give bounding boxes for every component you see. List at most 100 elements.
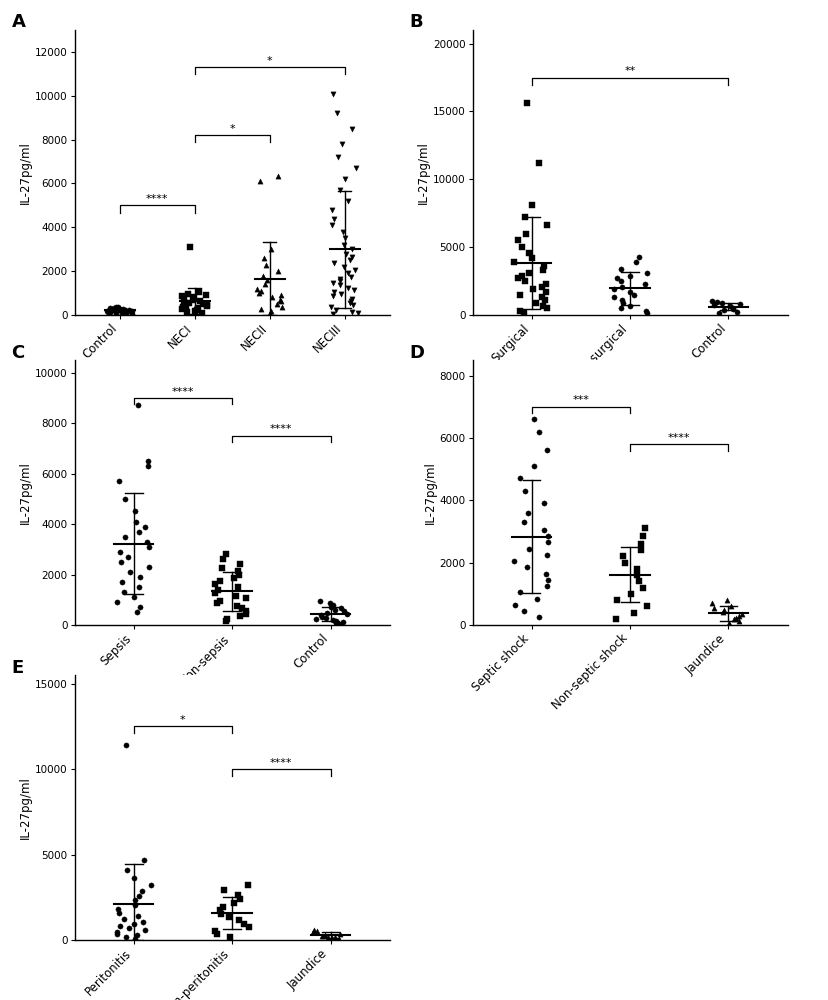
Point [135,883,148,899]
Point [329,613,342,629]
Point [511,270,524,286]
Point [113,301,127,317]
Point [306,924,320,940]
Point [104,304,117,320]
Point [537,522,550,538]
Point [133,569,147,585]
Point [335,224,349,240]
Point [329,615,342,631]
Point [200,298,213,314]
Point [345,291,359,307]
Point [529,295,542,311]
Point [532,609,546,625]
Point [327,284,340,300]
Point [538,284,551,300]
Point [119,305,132,321]
Point [137,852,151,868]
Point [637,276,650,292]
Point [213,573,226,589]
Point [537,495,550,511]
Text: **: ** [623,66,635,76]
Point [610,270,623,286]
Point [122,920,135,936]
Point [142,559,156,575]
Point [275,293,288,309]
Point [110,924,123,940]
Point [623,284,636,300]
Point [343,295,356,311]
Point [726,611,739,627]
Point [728,610,741,626]
Point [186,292,200,308]
Point [193,293,206,309]
Point [110,594,123,610]
Point [325,202,338,218]
Point [310,923,323,939]
Point [252,285,265,301]
Point [100,303,113,319]
Point [325,217,338,233]
Point [518,209,532,225]
Point [144,877,157,893]
Y-axis label: IL-27pg/ml: IL-27pg/ml [416,141,430,204]
Text: ****: **** [146,194,168,204]
Point [181,286,195,302]
Point [230,598,243,614]
Point [227,895,240,911]
Point [710,294,723,310]
Point [113,544,127,560]
Point [130,927,143,943]
Point [208,576,221,592]
Point [526,281,539,297]
Point [334,286,347,302]
Point [520,505,533,521]
Point [341,280,354,296]
Point [118,529,132,545]
Point [180,304,193,320]
Point [529,590,542,606]
Point [632,249,645,265]
Point [223,929,236,945]
Point [331,149,344,165]
Point [239,606,253,622]
Point [325,299,338,315]
Text: ****: **** [171,387,194,397]
Point [348,282,361,298]
Point [338,171,351,187]
Point [636,528,649,544]
Point [190,302,204,318]
Point [341,265,354,281]
Point [518,273,531,289]
Point [332,616,345,632]
Point [335,136,349,152]
Point [614,300,627,316]
Point [231,887,244,903]
Point [715,604,729,620]
Point [333,271,346,287]
Point [213,902,226,918]
Point [513,287,527,303]
Point [259,257,272,273]
Point [123,564,136,580]
Point [104,300,117,316]
Point [233,608,247,624]
Point [264,303,277,319]
Point [345,241,359,257]
Point [320,929,334,945]
Point [216,551,229,567]
Point [121,549,134,565]
Point [237,916,250,932]
Point [627,287,640,303]
Point [112,299,125,315]
Point [333,182,346,198]
Point [263,305,277,321]
Point [712,305,725,321]
Point [732,613,745,629]
Point [326,612,339,628]
Point [176,288,189,304]
Point [344,252,357,268]
Point [319,610,332,626]
Point [113,918,127,934]
Text: ****: **** [667,433,690,443]
Point [517,305,530,321]
